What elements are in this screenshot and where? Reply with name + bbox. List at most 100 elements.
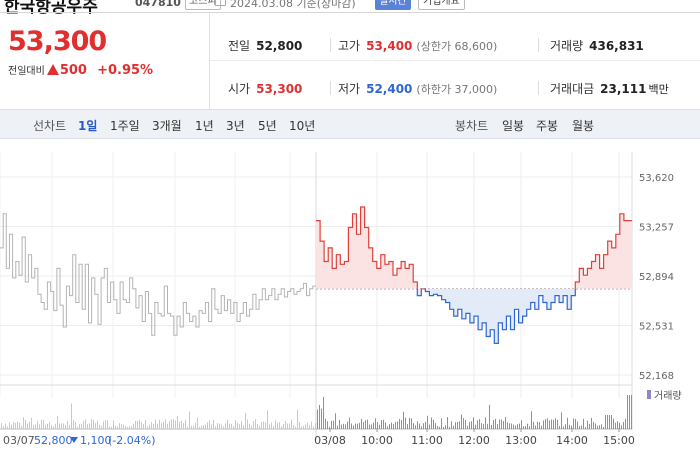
volume-bar [249, 423, 250, 429]
volume-bar [317, 409, 318, 429]
volume-bar [525, 426, 526, 429]
volume-bar [433, 419, 434, 429]
stats-divider [210, 60, 700, 61]
volume-bar [573, 418, 574, 429]
volume-bar [503, 421, 504, 429]
volume-bar [385, 422, 386, 429]
volume-bar [403, 411, 404, 429]
volume-bar [93, 420, 94, 429]
volume-bar [449, 426, 450, 429]
current-price: 53,300 [8, 26, 107, 57]
volume-bar [509, 423, 510, 429]
volume-bar [7, 426, 8, 429]
volume-bar [369, 424, 370, 429]
volume-bar [259, 425, 260, 429]
volume-bar [85, 419, 86, 429]
volume-bar [475, 424, 476, 429]
stat-label: 고가 [338, 39, 361, 53]
volume-bar [627, 395, 628, 429]
volume-bar [611, 415, 612, 429]
volume-bar [371, 424, 372, 429]
volume-bar [125, 425, 126, 429]
volume-bar [393, 423, 394, 429]
volume-bar [501, 419, 502, 429]
volume-bar [383, 419, 384, 429]
volume-bar [325, 418, 326, 429]
volume-bar [415, 425, 416, 429]
line-chart-label[interactable]: 선차트 [33, 119, 67, 133]
volume-bar [555, 418, 556, 429]
volume-bar [375, 418, 376, 429]
candle-monthly[interactable]: 월봉 [572, 119, 595, 133]
period-5y[interactable]: 5년 [258, 119, 277, 133]
volume-bar [543, 420, 544, 429]
volume-bar [527, 423, 528, 429]
candle-daily[interactable]: 일봉 [502, 119, 525, 133]
volume-bar [363, 421, 364, 429]
stat-value: 436,831 [589, 39, 644, 53]
volume-bar [275, 420, 276, 429]
period-1y[interactable]: 1년 [195, 119, 214, 133]
period-1d[interactable]: 1일 [78, 119, 98, 133]
volume-bar [257, 424, 258, 429]
volume-bar [531, 411, 532, 429]
volume-bar [79, 424, 80, 429]
candle-chart-label[interactable]: 봉차트 [455, 119, 489, 133]
stat-volume: 거래량 436,831 [550, 37, 644, 54]
volume-bar [297, 409, 298, 429]
period-3y[interactable]: 3년 [226, 119, 245, 133]
volume-bar [287, 423, 288, 429]
volume-bar [603, 426, 604, 429]
volume-bar [151, 422, 152, 429]
period-3m[interactable]: 3개월 [152, 119, 182, 133]
volume-bar [339, 419, 340, 429]
change-label: 전일대비 [8, 66, 45, 77]
stat-open: 시가 53,300 [228, 80, 302, 97]
volume-bar [95, 423, 96, 429]
volume-bar [203, 425, 204, 429]
divider [330, 38, 331, 52]
volume-bar [153, 423, 154, 429]
candle-weekly[interactable]: 주봉 [536, 119, 559, 133]
volume-bar [25, 420, 26, 429]
period-10y[interactable]: 10년 [289, 119, 316, 133]
prev-day-series [0, 213, 316, 336]
volume-bar [569, 424, 570, 429]
volume-bar [465, 419, 466, 429]
stat-label: 거래량 [550, 39, 584, 53]
volume-bar [143, 424, 144, 429]
company-info-button[interactable]: 기업개요 [418, 0, 465, 10]
volume-bar [173, 419, 174, 429]
volume-bar [73, 420, 74, 429]
volume-bar [523, 426, 524, 429]
volume-bar [631, 395, 632, 429]
volume-bar [255, 419, 256, 429]
volume-bar [123, 424, 124, 429]
volume-bar [241, 421, 242, 429]
volume-bar [107, 420, 108, 429]
upper-limit: (상한가 68,600) [416, 40, 498, 53]
price-chart[interactable]: 53,620 53,257 52,894 52,531 52,168 03/08 10:0… [0, 140, 700, 450]
volume-bar [243, 425, 244, 429]
volume-bar [445, 425, 446, 429]
volume-bar [367, 419, 368, 429]
volume-bar [165, 419, 166, 429]
volume-bar [239, 424, 240, 429]
volume-bar [71, 403, 72, 429]
volume-bar [335, 413, 336, 429]
today-line [316, 206, 632, 344]
volume-bar [167, 423, 168, 429]
base-date: 2024.03.08 기준(장마감) [230, 0, 356, 10]
volume-bar [321, 408, 322, 429]
volume-bar [37, 420, 38, 429]
stat-amount: 거래대금 23,111 백만 [550, 80, 669, 97]
volume-bar [595, 423, 596, 429]
period-1w[interactable]: 1주일 [110, 119, 140, 133]
realtime-button[interactable]: 실시간 [375, 0, 411, 10]
volume-bar [423, 423, 424, 429]
volume-bar [207, 422, 208, 429]
volume-bar [549, 420, 550, 429]
volume-bar [471, 421, 472, 429]
volume-bar [619, 422, 620, 429]
volume-bar [45, 425, 46, 429]
